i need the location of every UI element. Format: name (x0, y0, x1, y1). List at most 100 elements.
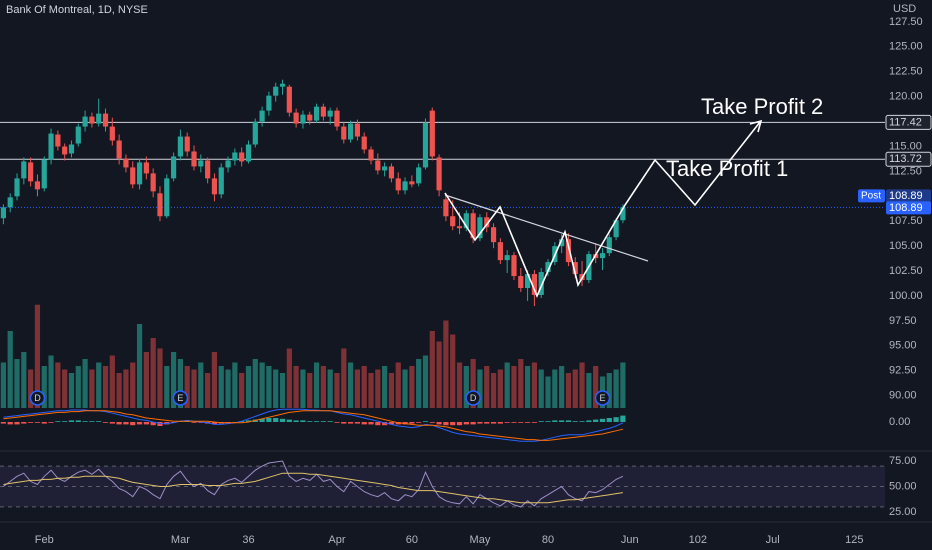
price-label: 117.42 (889, 116, 922, 128)
volume-bar (320, 366, 326, 408)
volume-bar (572, 369, 578, 408)
macd-histogram-bar (327, 421, 333, 422)
volume-bar (395, 362, 401, 408)
candle-body (218, 167, 224, 195)
candle-body (599, 253, 606, 259)
volume-bar (497, 369, 503, 408)
macd-histogram-bar (463, 422, 469, 425)
volume-bar (463, 366, 469, 408)
macd-histogram-bar (382, 422, 388, 426)
volume-bar (7, 331, 13, 408)
candle-body (484, 217, 490, 228)
candle-body (21, 161, 27, 179)
macd-histogram-bar (368, 422, 374, 425)
volume-bar (456, 362, 463, 408)
x-tick-label: Jul (766, 534, 780, 546)
candle-body (518, 276, 524, 289)
price-label-box (885, 114, 932, 130)
macd-histogram-bar (347, 422, 354, 424)
candle-body (191, 151, 197, 167)
macd-histogram-bar (484, 422, 490, 424)
macd-histogram-bar (116, 422, 122, 425)
candle-body (524, 274, 531, 289)
macd-histogram-bar (538, 421, 544, 422)
candle-body (170, 156, 177, 179)
candle-body (239, 152, 245, 162)
candle-body (62, 146, 68, 155)
macd-histogram-bar (300, 420, 306, 422)
macd-histogram-bar (518, 422, 524, 423)
volume-bar (402, 369, 408, 408)
volume-bar (177, 359, 184, 408)
macd-histogram-bar (586, 420, 592, 422)
candle-body (143, 162, 149, 174)
candle-body (232, 152, 238, 161)
candle-body (157, 193, 163, 217)
candle-body (75, 126, 81, 144)
candle-body (279, 83, 286, 87)
macd-histogram-bar (273, 418, 279, 422)
volume-bar (565, 373, 572, 408)
macd-histogram-bar (531, 422, 538, 423)
candle-body (68, 144, 75, 154)
volume-bar (470, 359, 476, 408)
volume-bar (198, 362, 204, 408)
event-icon (465, 390, 481, 406)
volume-bar (511, 366, 517, 408)
volume-bar (68, 373, 75, 408)
macd-histogram-bar (307, 421, 313, 422)
macd-histogram-bar (102, 422, 109, 423)
volume-bar (388, 373, 395, 408)
macd-histogram-bar (14, 422, 20, 425)
candle-body (565, 239, 572, 263)
volume-bar (613, 369, 619, 408)
y-tick-label: 107.50 (889, 215, 923, 227)
y-tick-label: 112.50 (889, 165, 922, 177)
macd-histogram-bar (593, 419, 599, 422)
y-tick-label: 95.00 (889, 340, 917, 352)
event-label: D (470, 393, 477, 403)
candle-body (293, 112, 299, 124)
candle-body (490, 227, 497, 243)
x-tick-label: 102 (689, 534, 707, 546)
macd-histogram-bar (341, 422, 347, 424)
volume-bar (559, 366, 565, 408)
candle-body (34, 181, 41, 190)
y-tick-label: 92.50 (889, 365, 917, 377)
macd-histogram-bar (599, 418, 606, 422)
last-price-box (886, 201, 931, 215)
macd-histogram-bar (48, 422, 54, 423)
candle-body (307, 114, 313, 121)
volume-bar (504, 362, 510, 408)
macd-histogram-bar (388, 422, 395, 425)
x-tick-label: 36 (242, 534, 254, 546)
candle-body (620, 207, 626, 221)
macd-histogram-bar (334, 422, 340, 423)
volume-bar (14, 359, 20, 408)
macd-histogram-bar (123, 422, 129, 425)
y-tick-label: 115.00 (889, 140, 922, 152)
volume-bar (96, 362, 102, 408)
volume-bar (150, 338, 156, 408)
volume-bar (354, 369, 361, 408)
candle-body (0, 207, 7, 219)
macd-histogram-bar (259, 418, 265, 422)
volume-bar (75, 366, 81, 408)
arrow-head (749, 119, 763, 133)
candle-body (545, 262, 551, 273)
macd-histogram-bar (375, 422, 381, 426)
candle-body (388, 166, 395, 179)
y-tick-label: 105.00 (889, 240, 923, 252)
volume-bar (273, 369, 279, 408)
macd-histogram-bar (361, 422, 367, 425)
volume-bar (286, 348, 292, 408)
event-icon (29, 390, 46, 406)
candle-body (538, 272, 544, 295)
macd-histogram-bar (279, 418, 286, 422)
candle-body (341, 126, 347, 140)
candle-body (205, 160, 211, 179)
volume-bar (191, 369, 197, 408)
volume-bar (620, 362, 626, 408)
rsi-ma-line (3, 472, 623, 504)
candle-body (456, 226, 463, 229)
